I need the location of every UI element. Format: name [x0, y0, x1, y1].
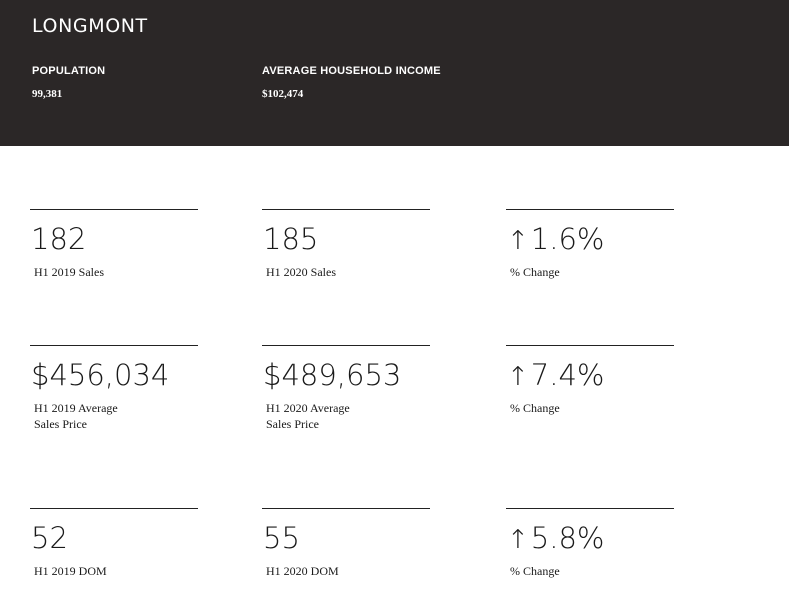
stat-value: 52 — [31, 521, 68, 555]
stat-h1-2020-sales: 185 H1 2020 Sales — [262, 209, 430, 279]
stat-label: H1 2019 DOM — [34, 564, 107, 578]
income-value: $102,474 — [262, 88, 304, 100]
stat-label-line: Sales Price — [266, 417, 319, 431]
stat-label: % Change — [510, 401, 560, 415]
stat-label: % Change — [510, 564, 560, 578]
stat-sales-change: ↑1.6% % Change — [506, 209, 674, 279]
city-name: LONGMONT — [32, 15, 148, 37]
change-value: 7.4% — [530, 358, 605, 392]
arrow-up-icon: ↑ — [507, 362, 529, 392]
stat-dom-change: ↑5.8% % Change — [506, 508, 674, 578]
stat-value: 182 — [31, 222, 87, 256]
income-label: AVERAGE HOUSEHOLD INCOME — [262, 65, 441, 77]
stat-label: H1 2020 Sales — [266, 265, 336, 279]
change-value: 1.6% — [530, 222, 605, 256]
stat-value: ↑7.4% — [507, 358, 604, 392]
stat-h1-2020-dom: 55 H1 2020 DOM — [262, 508, 430, 578]
stat-label: H1 2019 Average Sales Price — [34, 400, 194, 432]
stat-label: % Change — [510, 265, 560, 279]
stat-value: ↑5.8% — [507, 521, 604, 555]
population-value: 99,381 — [32, 88, 63, 100]
change-value: 5.8% — [530, 521, 605, 555]
stat-h1-2019-avg-price: $456,034 H1 2019 Average Sales Price — [30, 345, 198, 431]
population-label: POPULATION — [32, 65, 106, 77]
stat-value: 185 — [263, 222, 319, 256]
stat-label-line: Sales Price — [34, 417, 87, 431]
stat-label-line: H1 2019 Average — [34, 401, 118, 415]
stat-label: H1 2020 DOM — [266, 564, 339, 578]
stat-label: H1 2020 Average Sales Price — [266, 400, 426, 432]
stat-label: H1 2019 Sales — [34, 265, 104, 279]
stat-h1-2020-avg-price: $489,653 H1 2020 Average Sales Price — [262, 345, 430, 431]
stat-value: 55 — [263, 521, 300, 555]
stat-value: ↑1.6% — [507, 222, 604, 256]
stat-h1-2019-dom: 52 H1 2019 DOM — [30, 508, 198, 578]
arrow-up-icon: ↑ — [507, 525, 529, 555]
stat-price-change: ↑7.4% % Change — [506, 345, 674, 415]
city-header: LONGMONT POPULATION 99,381 AVERAGE HOUSE… — [0, 0, 789, 146]
stat-value: $489,653 — [263, 358, 402, 392]
stat-h1-2019-sales: 182 H1 2019 Sales — [30, 209, 198, 279]
arrow-up-icon: ↑ — [507, 226, 529, 256]
stat-value: $456,034 — [31, 358, 170, 392]
stat-label-line: H1 2020 Average — [266, 401, 350, 415]
